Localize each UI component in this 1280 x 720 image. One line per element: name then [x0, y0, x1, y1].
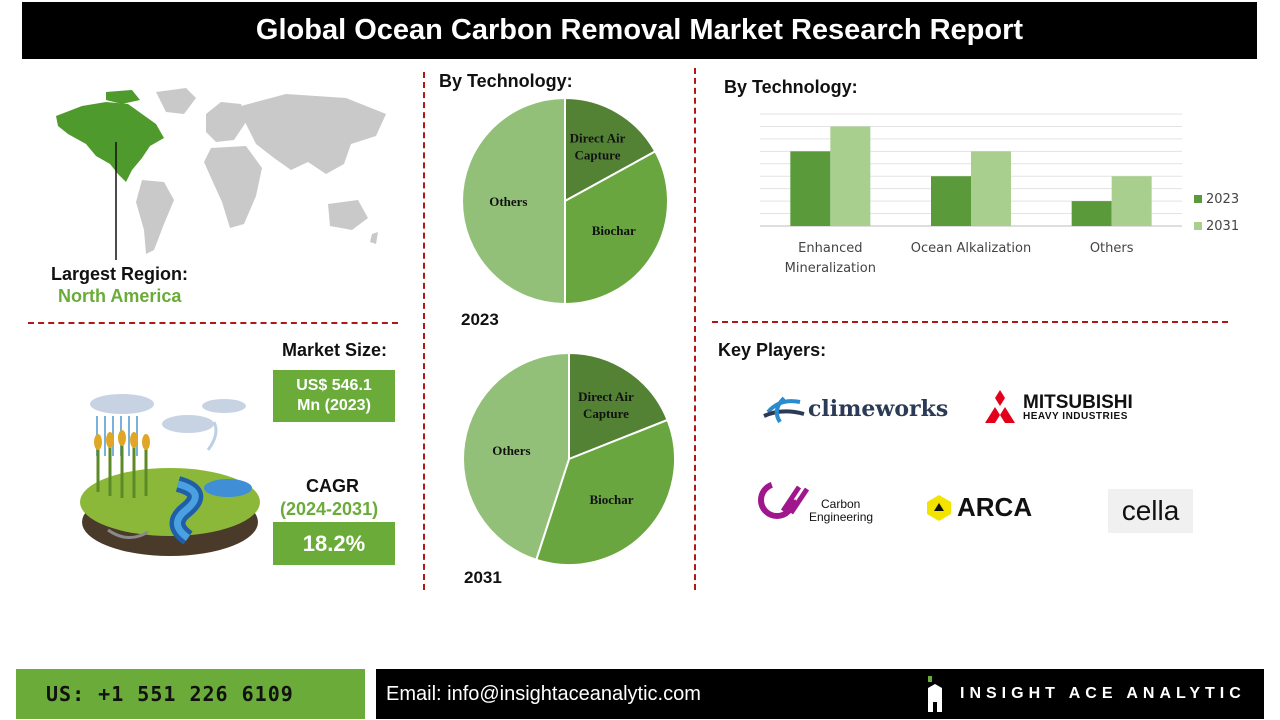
pie-label-direct-air-capture: Direct Air Capture: [578, 389, 634, 421]
divider-horizontal-left: [28, 322, 398, 324]
climeworks-logo: climeworks: [762, 394, 948, 424]
brand-name: INSIGHT ACE ANALYTIC: [960, 685, 1246, 702]
cagr-period: (2024-2031): [280, 499, 379, 519]
bar-2023-enhanced-mineralization: [790, 151, 831, 226]
mitsubishi-text: MITSUBISHI: [1023, 391, 1133, 413]
cagr-value-box: 18.2%: [273, 522, 395, 565]
mitsubishi-logo: MITSUBISHI HEAVY INDUSTRIES: [981, 390, 1133, 424]
bar-2031-others: [1111, 176, 1152, 226]
arca-logo: ARCA: [925, 492, 1032, 523]
pie-slice-direct-air-capture: [564, 96, 657, 203]
carbon-engineering-text-2: Engineering: [809, 509, 874, 524]
divider-horizontal-right: [712, 321, 1228, 323]
pie-label-biochar: Biochar: [589, 492, 633, 507]
pie-chart-2031: Direct Air Capture Biochar Others: [462, 351, 676, 566]
carbon-engineering-text-1: Carbon: [821, 497, 861, 511]
legend-swatch-2031: [1194, 222, 1202, 230]
pie-year-2023: 2023: [461, 310, 499, 329]
world-map-icon: [56, 88, 386, 260]
pie-slice-biochar: [564, 150, 669, 306]
pie-slice-others: [462, 351, 570, 562]
report-title: Global Ocean Carbon Removal Market Resea…: [22, 2, 1257, 59]
cella-text: cella: [1121, 495, 1180, 526]
legend-label-2031: 2031: [1206, 219, 1239, 234]
pie-label-others: Others: [492, 443, 530, 458]
pies-heading: By Technology:: [439, 71, 573, 91]
pie-slice-direct-air-capture: [568, 351, 669, 461]
market-size-value-line2: Mn (2023): [297, 397, 371, 414]
pie-year-2031: 2031: [464, 568, 502, 587]
carbon-engineering-logo: Carbon Engineering: [757, 476, 873, 523]
largest-region-label: Largest Region:: [51, 264, 189, 284]
pie-label-others: Others: [489, 194, 527, 209]
largest-region-value: North America: [58, 286, 182, 306]
bar-category-label: Enhanced Mineralization: [785, 241, 876, 276]
landscape-illustration-icon: [80, 394, 260, 556]
legend-label-2023: 2023: [1206, 192, 1239, 207]
bar-2031-ocean-alkalization: [971, 151, 1011, 226]
bar-chart: Enhanced Mineralization Ocean Alkalization…: [760, 113, 1239, 276]
cella-logo: cella: [1108, 489, 1193, 533]
mitsubishi-diamonds-icon: [985, 390, 1015, 423]
divider-vertical-right: [694, 68, 696, 590]
climeworks-text: climeworks: [808, 396, 949, 422]
bar-2023-others: [1071, 201, 1112, 226]
mitsubishi-subtext: HEAVY INDUSTRIES: [1023, 410, 1128, 422]
pie-slice-biochar: [534, 418, 676, 566]
carbon-engineering-mark-icon: [758, 480, 810, 519]
climeworks-mark-icon: [763, 396, 805, 424]
cagr-label: CAGR: [306, 476, 359, 496]
pie-slice-others: [461, 96, 566, 306]
market-size-box: US$ 546.1 Mn (2023): [273, 370, 395, 422]
footer-brand: INSIGHT ACE ANALYTIC: [926, 672, 1246, 716]
market-size-value-line1: US$ 546.1: [296, 377, 372, 394]
footer-phone[interactable]: US: +1 551 226 6109: [16, 669, 365, 719]
bar-2031-enhanced-mineralization: [830, 126, 871, 226]
bar-chart-heading: By Technology:: [724, 77, 858, 97]
arca-text: ARCA: [957, 492, 1033, 522]
pie-chart-2023: Direct Air Capture Biochar Others: [461, 96, 669, 306]
pie-label-direct-air-capture: Direct Air Capture: [570, 131, 626, 163]
divider-vertical-left: [423, 72, 425, 590]
legend-swatch-2023: [1194, 195, 1202, 203]
arca-hexagon-icon: [927, 494, 951, 521]
market-size-label: Market Size:: [282, 340, 388, 360]
bar-category-label: Others: [1090, 241, 1134, 256]
insight-ace-logo-icon: [928, 676, 942, 712]
cagr-value: 18.2%: [302, 530, 366, 556]
key-players-heading: Key Players:: [718, 340, 827, 360]
bar-2023-ocean-alkalization: [931, 176, 971, 226]
pie-label-biochar: Biochar: [592, 223, 636, 238]
bar-category-label: Ocean Alkalization: [911, 241, 1031, 256]
footer-email[interactable]: Email: info@insightaceanalytic.com: [376, 669, 1264, 719]
